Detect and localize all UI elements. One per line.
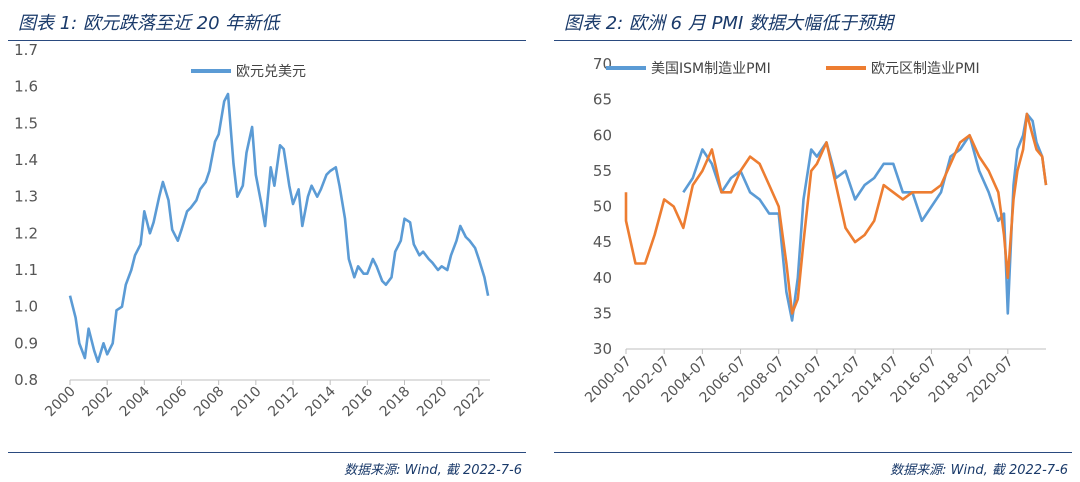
- figure-2-bottom-rule: [554, 452, 1072, 453]
- y-tick-label: 1.3: [14, 188, 38, 206]
- legend-label-eurusd: 欧元兑美元: [236, 64, 306, 80]
- y-tick-label: 1.2: [14, 224, 38, 242]
- y-tick-label: 50: [593, 198, 612, 216]
- x-tick-label: 2016: [340, 383, 377, 420]
- figure-1-title: 图表 1: 欧元跌落至近 20 年新低: [18, 13, 280, 34]
- x-tick-label: 2010: [228, 384, 265, 421]
- x-tick-label: 2004: [117, 383, 154, 420]
- y-tick-label: 0.8: [14, 371, 38, 389]
- eurozone-pmi-series-line: [624, 112, 1048, 315]
- figure-1-source: 数据来源: Wind, 截 2022-7-6: [344, 463, 522, 478]
- y-tick-label: 65: [593, 91, 612, 109]
- x-tick-label: 2006: [154, 383, 191, 420]
- y-tick-label: 1.4: [14, 151, 38, 169]
- y-tick-label: 60: [593, 126, 612, 144]
- pmi-chart: 3035404550556065702000-072002-072004-072…: [582, 55, 1048, 406]
- figure-1-top-rule: [8, 40, 526, 41]
- eurusd-series-line: [68, 92, 490, 364]
- y-tick-label: 1.7: [14, 42, 38, 59]
- x-tick-label: 2022: [451, 384, 488, 421]
- figure-2-title: 图表 2: 欧洲 6 月 PMI 数据大幅低于预期: [564, 13, 893, 34]
- figure-2-panel: 图表 2: 欧洲 6 月 PMI 数据大幅低于预期 30 35 40 45 50 55 60…: [554, 0, 1074, 482]
- x-tick-label: 2000: [42, 384, 79, 421]
- y-tick-label: 35: [593, 304, 612, 322]
- y-tick-label: 70: [593, 55, 612, 73]
- y-tick-label: 1.1: [14, 261, 38, 279]
- x-tick-label: 2014: [302, 383, 339, 420]
- y-tick-label: 0.9: [14, 334, 38, 352]
- y-tick-label: 40: [593, 269, 612, 287]
- figure-1-panel: 图表 1: 欧元跌落至近 20 年新低 0.8 0.9 1.0 1.1 1.2 1.3 1.…: [8, 0, 528, 482]
- y-tick-label: 30: [593, 340, 612, 358]
- legend-label-us-ism: 美国ISM制造业PMI: [651, 61, 771, 77]
- figure-2-source: 数据来源: Wind, 截 2022-7-6: [890, 463, 1068, 478]
- figure-1-bottom-rule: [8, 452, 526, 453]
- x-tick-label: 2020: [414, 384, 451, 421]
- legend-label-eurozone: 欧元区制造业PMI: [871, 61, 980, 77]
- us-ism-pmi-series-line: [682, 112, 1048, 322]
- x-tick-label: 2012: [265, 384, 302, 421]
- x-tick-label: 2002: [79, 384, 116, 421]
- y-tick-label: 1.6: [14, 78, 38, 96]
- figure-2-top-rule: [554, 40, 1072, 41]
- y-tick-label: 1.0: [14, 298, 38, 316]
- y-tick-label: 55: [593, 162, 612, 180]
- y-tick-label: 1.5: [14, 114, 38, 132]
- x-tick-label: 2008: [191, 384, 228, 421]
- y-tick-label: 45: [593, 233, 612, 251]
- x-tick-label: 2018: [377, 384, 414, 421]
